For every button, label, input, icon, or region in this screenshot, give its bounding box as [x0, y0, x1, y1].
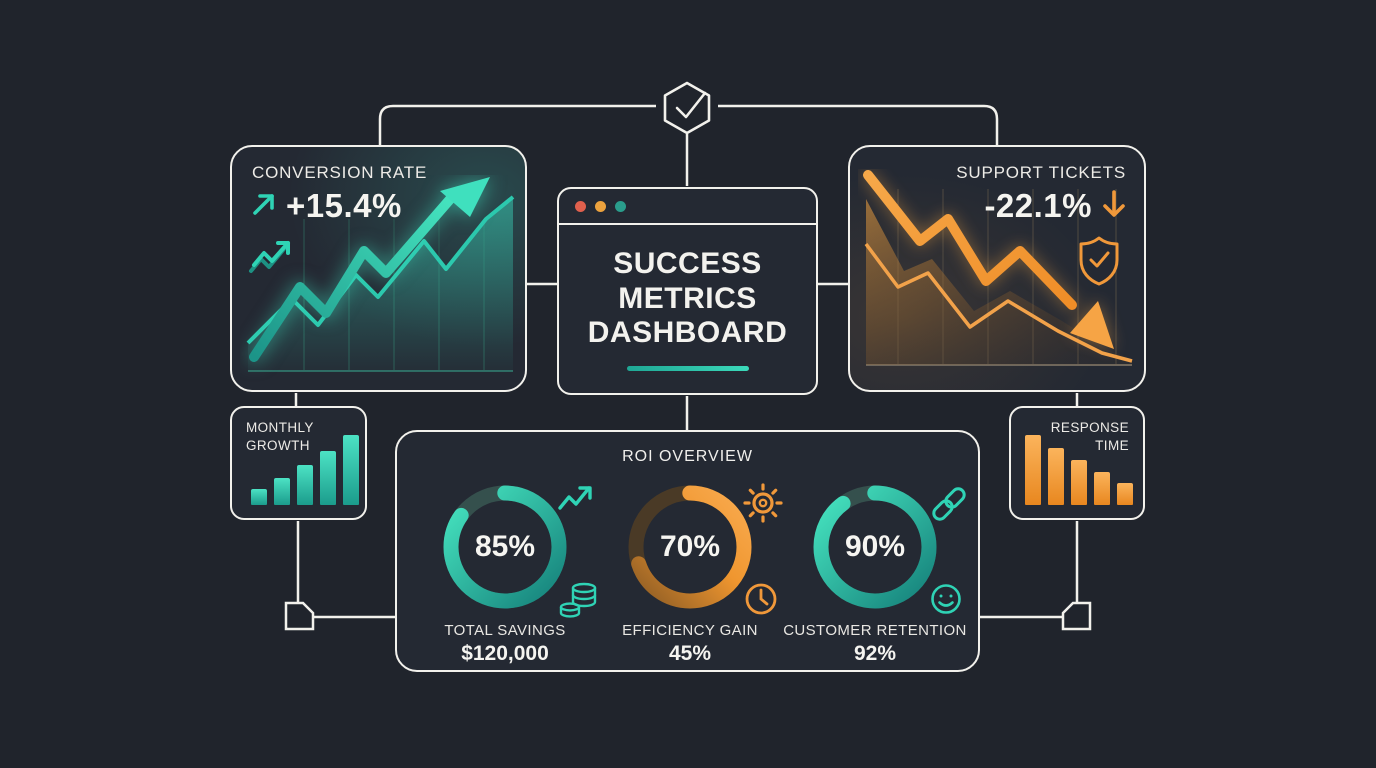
- metric-label: CUSTOMER RETENTION: [783, 622, 967, 639]
- window-dot-teal: [615, 200, 626, 212]
- coins-icon: [557, 580, 599, 625]
- shield-check-icon: [1076, 235, 1122, 292]
- conversion-rate-card: CONVERSION RATE +15.4%: [230, 145, 527, 392]
- donut-chart-efficiency-gain: 70%: [623, 480, 757, 614]
- hexagon-check-icon: [660, 80, 714, 137]
- monthly-growth-card: MONTHLY GROWTH: [230, 406, 367, 520]
- window-dot-amber: [595, 200, 606, 212]
- donut-percent-label: 85%: [474, 530, 536, 563]
- roi-overview-card: ROI OVERVIEW 85%: [395, 430, 980, 672]
- monthly-growth-bar-chart: [251, 433, 359, 505]
- metric-efficiency-gain: 70% EFFICIENCY GAIN 45%: [598, 472, 784, 668]
- metric-total-savings: 85% TOTAL SAVINGS $120,000: [413, 472, 597, 668]
- clock-icon: [742, 580, 780, 623]
- trending-up-icon: [557, 482, 601, 523]
- monthly-growth-title: MONTHLY GROWTH: [246, 420, 314, 454]
- window-dot-red: [575, 200, 586, 212]
- metric-value: 92%: [853, 642, 897, 665]
- window-titlebar: [559, 189, 816, 225]
- response-time-bar-chart: [1025, 433, 1133, 505]
- link-icon: [927, 482, 971, 531]
- metric-label: TOTAL SAVINGS: [444, 622, 566, 639]
- response-time-card: RESPONSE TIME: [1009, 406, 1145, 520]
- support-tickets-value: -22.1%: [984, 187, 1092, 224]
- arrow-up-right-icon: [250, 190, 278, 223]
- gear-icon: [742, 482, 784, 529]
- conversion-rate-title: CONVERSION RATE: [252, 163, 428, 182]
- support-tickets-card: SUPPORT TICKETS -22.1%: [848, 145, 1146, 392]
- donut-chart-customer-retention: 90%: [808, 480, 942, 614]
- roi-overview-title: ROI OVERVIEW: [622, 448, 753, 465]
- dashboard-window-card: SUCCESS METRICS DASHBOARD: [557, 187, 818, 395]
- dashboard-title: SUCCESS METRICS DASHBOARD: [587, 246, 788, 350]
- conversion-rate-value: +15.4%: [286, 187, 402, 224]
- metric-customer-retention: 90% CUSTOMER RETENTION 92: [783, 472, 967, 668]
- title-underline: [626, 366, 749, 372]
- donut-chart-total-savings: 85%: [438, 480, 572, 614]
- zigzag-up-arrow-icon: [248, 237, 302, 288]
- metric-label: EFFICIENCY GAIN: [622, 622, 758, 639]
- donut-percent-label: 70%: [659, 530, 721, 563]
- support-tickets-title: SUPPORT TICKETS: [956, 163, 1126, 182]
- metric-value: 45%: [668, 642, 712, 665]
- metric-value: $120,000: [461, 642, 549, 665]
- conversion-line-chart: [246, 177, 515, 372]
- donut-percent-label: 90%: [844, 530, 906, 563]
- smiley-icon: [927, 580, 965, 623]
- support-line-chart: [863, 170, 1133, 366]
- response-time-title: RESPONSE TIME: [1050, 420, 1129, 454]
- arrow-down-icon: [1100, 188, 1128, 225]
